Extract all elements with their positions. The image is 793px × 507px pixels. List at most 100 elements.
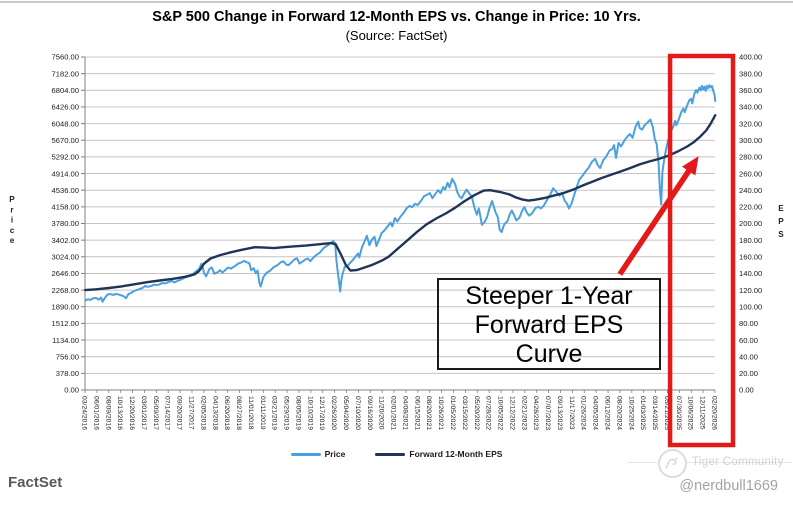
- svg-text:01/11/2019: 01/11/2019: [259, 396, 266, 430]
- svg-text:06/12/2024: 06/12/2024: [604, 396, 611, 430]
- svg-text:380.00: 380.00: [739, 69, 762, 78]
- svg-text:05/21/2025: 05/21/2025: [663, 396, 670, 430]
- svg-text:01/03/2025: 01/03/2025: [639, 396, 646, 430]
- svg-text:09/16/2020: 09/16/2020: [366, 396, 373, 430]
- svg-text:05/09/2017: 05/09/2017: [152, 396, 159, 430]
- svg-text:100.00: 100.00: [739, 302, 762, 311]
- svg-text:12/20/2016: 12/20/2016: [128, 396, 135, 430]
- svg-text:1134.00: 1134.00: [52, 336, 79, 345]
- chart-title: S&P 500 Change in Forward 12-Month EPS v…: [152, 9, 641, 25]
- svg-text:4158.00: 4158.00: [52, 203, 79, 212]
- svg-text:11/20/2020: 11/20/2020: [378, 396, 385, 430]
- svg-text:10/06/2025: 10/06/2025: [687, 396, 694, 430]
- callout-box: Steeper 1-Year Forward EPS Curve: [437, 278, 661, 370]
- svg-text:02/21/2023: 02/21/2023: [520, 396, 527, 430]
- svg-text:08/20/2024: 08/20/2024: [615, 396, 622, 430]
- svg-text:80.00: 80.00: [739, 319, 758, 328]
- svg-text:11/17/2023: 11/17/2023: [568, 396, 575, 430]
- svg-text:01/26/2024: 01/26/2024: [580, 396, 587, 430]
- svg-text:1890.00: 1890.00: [52, 302, 79, 311]
- price-line-swatch: [290, 452, 321, 456]
- svg-text:02/20/2026: 02/20/2026: [711, 396, 718, 430]
- svg-text:03/21/2019: 03/21/2019: [271, 396, 278, 430]
- watermark-brand: Tiger Community: [692, 456, 784, 468]
- svg-text:02/01/2021: 02/01/2021: [390, 396, 397, 430]
- svg-text:120.00: 120.00: [739, 286, 762, 295]
- svg-text:07/30/2025: 07/30/2025: [675, 396, 682, 430]
- svg-text:08/20/2021: 08/20/2021: [425, 396, 432, 430]
- legend-item-eps: Forward 12-Month EPS: [375, 449, 502, 459]
- svg-text:05/29/2019: 05/29/2019: [283, 396, 290, 430]
- svg-text:03/01/2017: 03/01/2017: [140, 396, 147, 430]
- svg-text:08/05/2019: 08/05/2019: [294, 396, 301, 430]
- chart-subtitle: (Source: FactSet): [345, 28, 448, 43]
- svg-text:02/26/2020: 02/26/2020: [330, 396, 337, 430]
- eps-line: [84, 114, 717, 292]
- svg-text:60.00: 60.00: [739, 336, 758, 345]
- gridlines: [81, 56, 715, 391]
- svg-text:3024.00: 3024.00: [52, 253, 79, 262]
- svg-text:10/13/2016: 10/13/2016: [116, 396, 123, 430]
- svg-text:6804.00: 6804.00: [52, 86, 79, 95]
- svg-text:04/13/2018: 04/13/2018: [211, 396, 218, 430]
- svg-text:09/20/2017: 09/20/2017: [176, 396, 183, 430]
- source-label: FactSet: [8, 474, 63, 491]
- svg-text:220.00: 220.00: [739, 203, 762, 212]
- watermark-divider: [628, 462, 792, 463]
- legend-label-eps: Forward 12-Month EPS: [409, 449, 503, 459]
- svg-text:40.00: 40.00: [739, 352, 758, 361]
- svg-text:07/07/2023: 07/07/2023: [544, 396, 551, 430]
- svg-text:340.00: 340.00: [739, 103, 762, 112]
- svg-text:08/09/2016: 08/09/2016: [104, 396, 111, 430]
- svg-text:240.00: 240.00: [739, 186, 762, 195]
- svg-text:11/27/2017: 11/27/2017: [187, 396, 194, 430]
- highlight-box: [667, 53, 736, 448]
- svg-text:10/10/2019: 10/10/2019: [306, 396, 313, 430]
- svg-text:06/15/2021: 06/15/2021: [413, 396, 420, 430]
- svg-text:04/28/2023: 04/28/2023: [532, 396, 539, 430]
- svg-text:06/20/2018: 06/20/2018: [223, 396, 230, 430]
- svg-text:Price: Price: [9, 195, 15, 245]
- svg-text:2268.00: 2268.00: [52, 286, 79, 295]
- svg-text:280.00: 280.00: [739, 153, 762, 162]
- axis-tick-labels: 7560.00 7182.00 6804.00 6426.00 6048.00 5670.…: [52, 53, 763, 395]
- svg-text:0.00: 0.00: [739, 386, 754, 395]
- svg-text:3402.00: 3402.00: [52, 236, 79, 245]
- svg-text:4536.00: 4536.00: [52, 186, 79, 195]
- svg-text:10/26/2021: 10/26/2021: [437, 396, 444, 430]
- legend-label-price: Price: [324, 449, 346, 459]
- svg-text:3780.00: 3780.00: [52, 219, 79, 228]
- svg-text:03/24/2016: 03/24/2016: [81, 396, 88, 430]
- svg-text:4914.00: 4914.00: [52, 169, 79, 178]
- svg-text:03/14/2025: 03/14/2025: [651, 396, 658, 430]
- svg-text:6426.00: 6426.00: [52, 103, 79, 112]
- tiger-icon-glyph: [665, 457, 678, 469]
- svg-text:1512.00: 1512.00: [52, 319, 79, 328]
- svg-text:EPS: EPS: [778, 204, 784, 239]
- eps-line-swatch: [375, 452, 406, 456]
- svg-text:378.00: 378.00: [56, 369, 79, 378]
- axis-lines: [84, 57, 715, 391]
- svg-text:5292.00: 5292.00: [52, 153, 79, 162]
- svg-text:12/11/2025: 12/11/2025: [699, 396, 706, 430]
- svg-text:180.00: 180.00: [739, 236, 762, 245]
- svg-text:11/01/2018: 11/01/2018: [247, 396, 254, 430]
- svg-text:5670.00: 5670.00: [52, 136, 79, 145]
- svg-text:160.00: 160.00: [739, 253, 762, 262]
- svg-text:04/08/2021: 04/08/2021: [401, 396, 408, 430]
- svg-text:12/17/2019: 12/17/2019: [318, 396, 325, 430]
- svg-text:01/05/2022: 01/05/2022: [449, 396, 456, 430]
- legend-item-price: Price: [290, 449, 346, 459]
- svg-text:2646.00: 2646.00: [52, 269, 79, 278]
- window-top-divider: [0, 1, 793, 3]
- svg-text:0.00: 0.00: [64, 386, 79, 395]
- svg-text:07/14/2017: 07/14/2017: [164, 396, 171, 430]
- svg-text:20.00: 20.00: [739, 369, 758, 378]
- tiger-icon: [658, 449, 687, 478]
- svg-text:07/28/2022: 07/28/2022: [485, 396, 492, 430]
- svg-text:300.00: 300.00: [739, 136, 762, 145]
- svg-text:06/01/2016: 06/01/2016: [92, 396, 99, 430]
- x-axis-labels: 03/24/2016 06/01/2016 08/09/2016 10/13/2016…: [81, 390, 718, 430]
- svg-text:200.00: 200.00: [739, 219, 762, 228]
